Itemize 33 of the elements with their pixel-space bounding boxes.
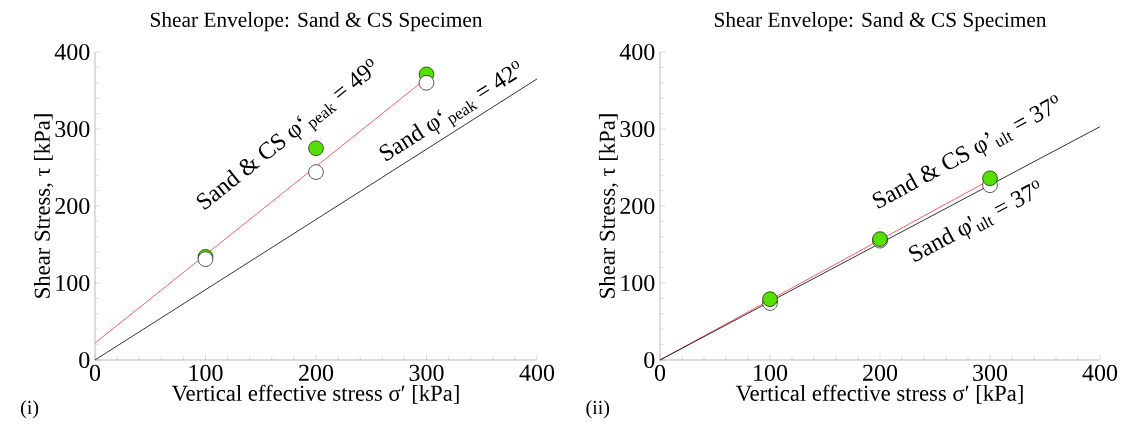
x-tick-label: 0	[654, 364, 666, 381]
annotation: Sand φ‘$_{peak}$ = 42$^{o}$	[379, 61, 520, 161]
y-tick-label: 0	[79, 351, 90, 369]
chart-title: Shear Envelope: Sand & CS Specimen	[714, 11, 1047, 32]
x-tick-label: 200	[299, 364, 334, 381]
x-tick-label: 400	[519, 364, 555, 381]
y-tick-label: 200	[55, 197, 90, 215]
point	[762, 291, 778, 307]
x-tick-label: 400	[1082, 364, 1118, 381]
y-tick-label: 200	[620, 197, 655, 215]
x-axis-title: Vertical effective stress σ′ [kPa]	[171, 384, 459, 404]
y-tick-label: 300	[620, 120, 655, 138]
x-tick-label: 100	[189, 364, 223, 381]
x-tick-label: 0	[89, 364, 101, 381]
text: (i)	[21, 400, 39, 419]
x-tick-label: 300	[973, 364, 1008, 381]
x-tick-label: 300	[409, 364, 444, 381]
y-axis-title: Shear Stress, τ [kPa]	[33, 114, 54, 298]
y-tick-label: 0	[644, 351, 655, 369]
y-tick-label: 300	[55, 120, 90, 138]
point	[308, 140, 324, 156]
y-tick-label: 400	[619, 43, 655, 61]
x-tick-label: 200	[863, 364, 898, 381]
point	[418, 75, 435, 91]
y-tick-label: 400	[54, 43, 90, 61]
point	[982, 170, 998, 186]
y-tick-label: 100	[56, 274, 90, 292]
text: (ii)	[586, 400, 610, 419]
x-axis-title: Vertical effective stress σ′ [kPa]	[735, 384, 1023, 404]
x-tick-label: 100	[754, 364, 788, 381]
chart-title: Shear Envelope: Sand & CS Specimen	[150, 11, 483, 32]
y-tick-label: 100	[621, 274, 655, 292]
y-axis-title: Shear Stress, τ [kPa]	[598, 114, 619, 298]
